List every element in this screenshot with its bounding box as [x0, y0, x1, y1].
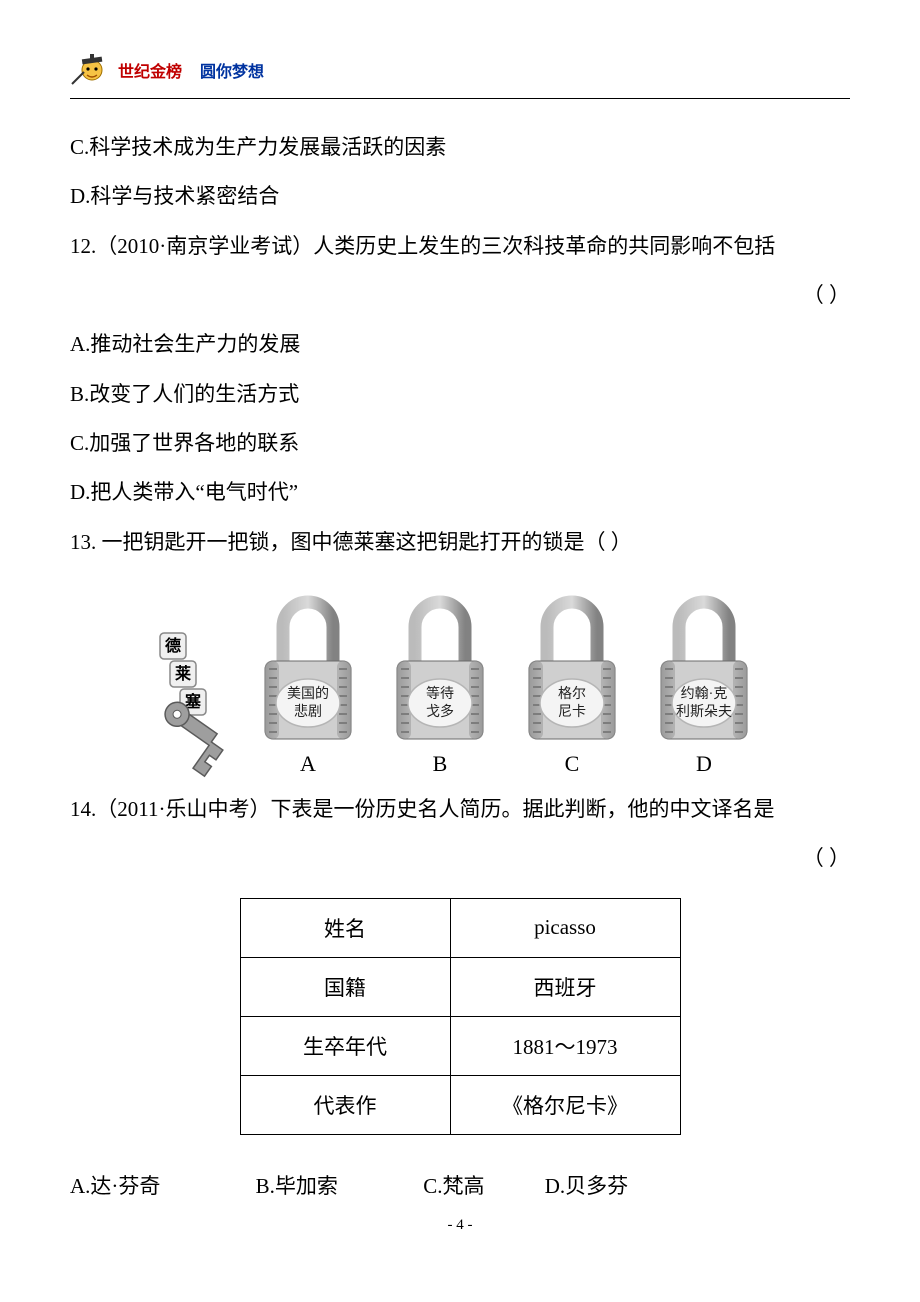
q13-stem: 13. 一把钥匙开一把锁，图中德莱塞这把钥匙打开的锁是（ ）	[70, 518, 850, 567]
svg-text:约翰·克: 约翰·克	[681, 686, 728, 702]
scholar-icon	[70, 50, 110, 90]
page-footer: - 4 -	[70, 1217, 850, 1234]
brand-logo: 世纪金榜 圆你梦想	[70, 50, 264, 90]
q14-blank-paren: （ ）	[803, 834, 850, 883]
q14-block: 14.（2011·乐山中考）下表是一份历史名人简历。据此判断，他的中文译名是 （…	[70, 785, 850, 884]
svg-text:悲剧: 悲剧	[294, 703, 322, 720]
table-cell-value: 西班牙	[450, 957, 680, 1016]
svg-text:美国的: 美国的	[287, 686, 329, 702]
lock-option-a: 美国的 悲剧 A	[248, 585, 368, 777]
svg-text:莱: 莱	[175, 665, 191, 683]
table-cell-label: 生卒年代	[240, 1016, 450, 1075]
svg-text:格尔: 格尔	[558, 686, 586, 702]
header-divider	[70, 98, 850, 99]
table-cell-label: 姓名	[240, 898, 450, 957]
lock-letter: B	[433, 751, 448, 777]
lock-letter: D	[696, 751, 712, 777]
lock-option-c: 格尔 尼卡 C	[512, 585, 632, 777]
q14-option-d: D.贝多芬	[545, 1163, 628, 1209]
q11-option-d: D.科学与技术紧密结合	[70, 172, 850, 221]
q12-stem-line: 12.（2010·南京学业考试）人类历史上发生的三次科技革命的共同影响不包括	[70, 222, 850, 271]
lock-option-b: 等待 戈多 B	[380, 585, 500, 777]
table-row: 姓名picasso	[240, 898, 680, 957]
q12-stem: 12.（2010·南京学业考试）人类历史上发生的三次科技革命的共同影响不包括	[70, 234, 775, 258]
svg-text:利斯朵夫: 利斯朵夫	[676, 704, 732, 720]
table-cell-label: 代表作	[240, 1075, 450, 1134]
svg-text:等待: 等待	[426, 685, 454, 702]
q12-option-c: C.加强了世界各地的联系	[70, 419, 850, 468]
key-graphic: 德 莱 塞	[156, 627, 236, 777]
table-row: 生卒年代1881～1973	[240, 1016, 680, 1075]
table-cell-value: picasso	[450, 898, 680, 957]
table-row: 代表作《格尔尼卡》	[240, 1075, 680, 1134]
page-number: - 4 -	[448, 1217, 473, 1233]
q14-option-a: A.达·芬奇	[70, 1163, 160, 1209]
page-header: 世纪金榜 圆你梦想	[70, 50, 850, 90]
q12-blank-paren: （ ）	[803, 271, 850, 320]
locks-figure: 德 莱 塞	[70, 585, 850, 777]
lock-letter: C	[565, 751, 580, 777]
brand-text-1: 世纪金榜	[118, 58, 182, 82]
svg-text:尼卡: 尼卡	[558, 704, 586, 720]
bio-table-wrapper: 姓名picasso国籍西班牙生卒年代1881～1973代表作《格尔尼卡》	[70, 898, 850, 1135]
q12-paren-line: （ ）	[70, 271, 850, 320]
table-cell-value: 1881～1973	[450, 1016, 680, 1075]
lock-option-d: 约翰·克 利斯朵夫 D	[644, 585, 764, 777]
q14-options: A.达·芬奇 B.毕加索 C.梵高 D.贝多芬	[70, 1163, 850, 1209]
q14-stem: 14.（2011·乐山中考）下表是一份历史名人简历。据此判断，他的中文译名是	[70, 797, 774, 821]
q11-option-c: C.科学技术成为生产力发展最活跃的因素	[70, 123, 850, 172]
table-cell-label: 国籍	[240, 957, 450, 1016]
svg-text:德: 德	[165, 636, 181, 655]
table-cell-value: 《格尔尼卡》	[450, 1075, 680, 1134]
bio-table: 姓名picasso国籍西班牙生卒年代1881～1973代表作《格尔尼卡》	[240, 898, 681, 1135]
q12-option-a: A.推动社会生产力的发展	[70, 320, 850, 369]
table-row: 国籍西班牙	[240, 957, 680, 1016]
svg-text:戈多: 戈多	[426, 703, 454, 720]
q14-option-c: C.梵高	[423, 1163, 484, 1209]
brand-text-2: 圆你梦想	[200, 58, 264, 82]
document-body: C.科学技术成为生产力发展最活跃的因素 D.科学与技术紧密结合 12.（2010…	[70, 123, 850, 567]
lock-letter: A	[300, 751, 316, 777]
q14-option-b: B.毕加索	[256, 1163, 338, 1209]
q12-option-d: D.把人类带入“电气时代”	[70, 468, 850, 517]
q14-paren-line: （ ）	[70, 834, 850, 883]
q12-option-b: B.改变了人们的生活方式	[70, 370, 850, 419]
